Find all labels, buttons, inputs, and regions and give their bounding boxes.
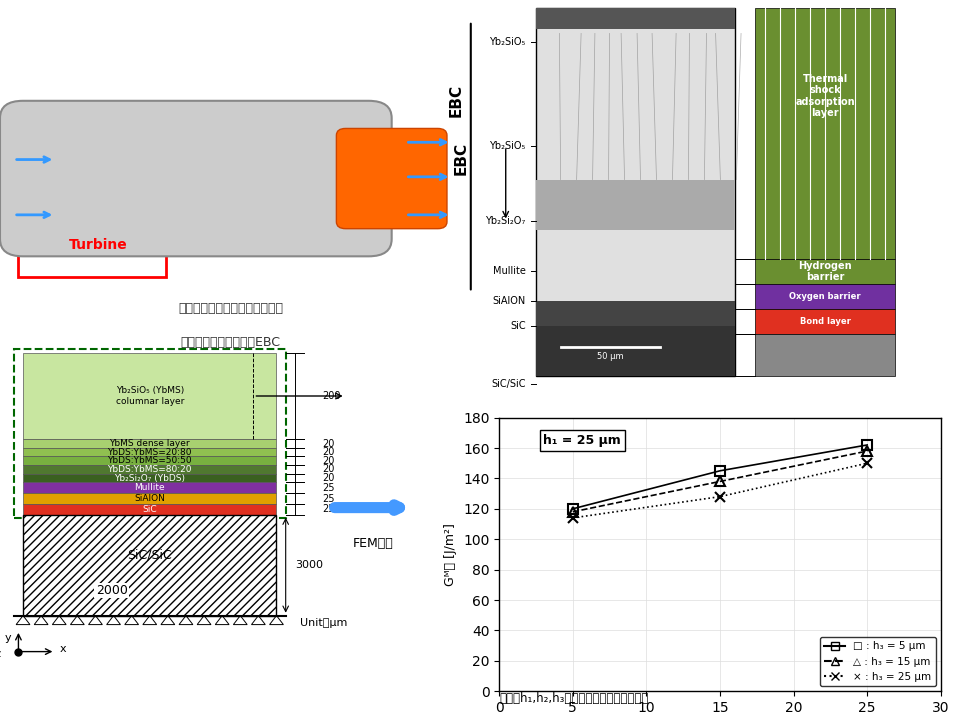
Text: Oxygen barrier: Oxygen barrier — [789, 292, 861, 301]
Text: 25: 25 — [323, 494, 335, 503]
Text: SiAlON: SiAlON — [134, 494, 165, 503]
Legend: □ : h₃ = 5 μm, △ : h₃ = 15 μm, × : h₃ = 25 μm: □ : h₃ = 5 μm, △ : h₃ = 15 μm, × : h₃ = … — [820, 637, 936, 686]
Text: Mullite: Mullite — [134, 483, 165, 492]
Bar — [23, 439, 276, 448]
Bar — [23, 353, 276, 439]
Y-axis label: Gᴹᵼ [J/m²]: Gᴹᵼ [J/m²] — [444, 523, 457, 586]
Text: h₁ = 25 μm: h₁ = 25 μm — [543, 434, 621, 447]
Text: YbMS dense layer: YbMS dense layer — [109, 439, 190, 448]
Text: 20: 20 — [323, 473, 335, 483]
Bar — [23, 515, 276, 616]
Bar — [756, 334, 895, 376]
Bar — [536, 325, 735, 376]
Text: Turbine: Turbine — [69, 238, 128, 253]
Text: 20: 20 — [323, 438, 335, 449]
Text: 50 μm: 50 μm — [597, 352, 624, 361]
Text: Unit：μm: Unit：μm — [300, 618, 347, 629]
FancyBboxPatch shape — [0, 101, 392, 256]
Text: YbDS:YbMS=50:50: YbDS:YbMS=50:50 — [108, 456, 192, 465]
Bar — [536, 9, 735, 376]
Text: x: x — [60, 644, 66, 654]
Bar — [536, 301, 735, 325]
Text: 2000: 2000 — [96, 584, 128, 597]
Text: Yb₂SiO₅ (YbMS)
columnar layer: Yb₂SiO₅ (YbMS) columnar layer — [115, 387, 184, 405]
Text: Bond layer: Bond layer — [800, 317, 851, 326]
Bar — [756, 9, 895, 259]
Bar — [23, 504, 276, 515]
Text: 膨厚（h₁,h₂,h₃）とき裂エネルギー解放率: 膨厚（h₁,h₂,h₃）とき裂エネルギー解放率 — [499, 692, 649, 705]
Bar — [23, 465, 276, 474]
Text: 3000: 3000 — [295, 560, 323, 570]
Text: Yb₂SiO₅: Yb₂SiO₅ — [490, 141, 526, 151]
Text: EBC: EBC — [453, 142, 468, 175]
Text: ブレードに必須となるEBC: ブレードに必須となるEBC — [180, 336, 280, 349]
Bar — [536, 9, 735, 30]
Text: Yb₂Si₂O₇: Yb₂Si₂O₇ — [486, 216, 526, 226]
Text: 20: 20 — [323, 464, 335, 474]
Text: Yb₂Si₂O₇ (YbDS): Yb₂Si₂O₇ (YbDS) — [114, 474, 185, 482]
Text: 20: 20 — [323, 447, 335, 457]
FancyBboxPatch shape — [336, 128, 447, 229]
Text: SiC/SiC: SiC/SiC — [128, 549, 172, 562]
Text: SiC: SiC — [142, 505, 157, 514]
Text: Thermal
shock
adsorption
layer: Thermal shock adsorption layer — [796, 73, 855, 119]
Bar — [756, 309, 895, 334]
Text: y: y — [5, 633, 12, 643]
Text: EBC: EBC — [448, 84, 464, 117]
Bar — [756, 259, 895, 284]
Bar — [536, 179, 735, 230]
Bar — [756, 284, 895, 309]
Text: YbDS:YbMS=20:80: YbDS:YbMS=20:80 — [108, 448, 192, 456]
Text: Yb₂SiO₅: Yb₂SiO₅ — [490, 37, 526, 47]
Bar — [23, 456, 276, 465]
Text: FEM解析: FEM解析 — [353, 537, 394, 550]
Text: 20: 20 — [323, 456, 335, 466]
Text: SiAlON: SiAlON — [492, 296, 526, 306]
Text: 25: 25 — [323, 505, 335, 514]
Bar — [23, 482, 276, 493]
Text: 次世代航空機エンジンタービン: 次世代航空機エンジンタービン — [178, 302, 283, 315]
Text: 200: 200 — [323, 391, 341, 401]
Bar — [23, 474, 276, 482]
Text: Hydrogen
barrier: Hydrogen barrier — [799, 261, 852, 282]
Bar — [23, 448, 276, 456]
Bar — [23, 493, 276, 504]
Text: SiC: SiC — [510, 320, 526, 330]
Text: SiC/SiC: SiC/SiC — [492, 379, 526, 390]
Text: Mullite: Mullite — [492, 266, 526, 276]
Text: 25: 25 — [323, 483, 335, 492]
Text: YbDS:YbMS=80:20: YbDS:YbMS=80:20 — [108, 465, 192, 474]
